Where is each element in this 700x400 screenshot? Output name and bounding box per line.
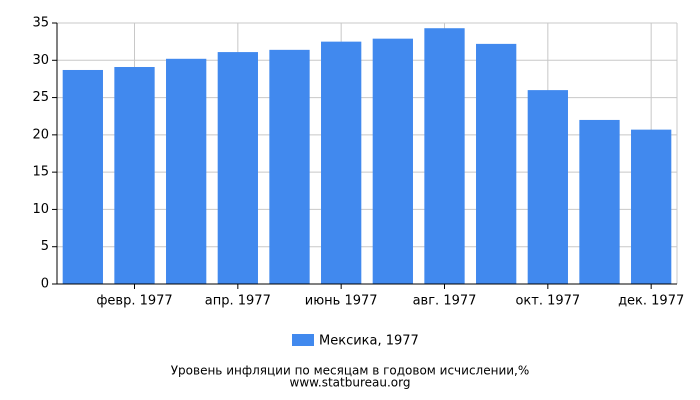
- x-tick-label: авг. 1977: [413, 294, 477, 309]
- bar: [372, 38, 413, 284]
- y-tick-label: 5: [41, 239, 49, 254]
- x-tick-label: окт. 1977: [515, 294, 580, 309]
- legend-swatch: [292, 334, 314, 346]
- caption: Уровень инфляции по месяцам в годовом ис…: [171, 364, 530, 378]
- x-tick-label: дек. 1977: [618, 294, 684, 309]
- bar: [114, 66, 155, 284]
- bar: [476, 43, 517, 284]
- bar: [527, 90, 568, 284]
- y-tick-label: 25: [32, 90, 49, 105]
- y-tick-label: 30: [32, 53, 49, 68]
- y-tick-label: 20: [32, 127, 49, 142]
- y-tick-label: 10: [32, 202, 49, 217]
- y-tick-label: 0: [41, 277, 49, 292]
- x-tick-label: июнь 1977: [305, 294, 378, 309]
- y-tick-label: 15: [32, 165, 49, 180]
- x-tick-label: апр. 1977: [205, 294, 271, 309]
- bar: [321, 41, 362, 285]
- bar: [62, 69, 103, 284]
- bar: [166, 58, 207, 285]
- bar: [217, 52, 258, 284]
- bar: [424, 28, 465, 284]
- bar: [269, 49, 310, 284]
- legend-label: Мексика, 1977: [319, 334, 419, 349]
- y-tick-label: 35: [32, 16, 49, 31]
- source: www.statbureau.org: [290, 376, 411, 390]
- x-tick-label: февр. 1977: [96, 294, 172, 309]
- bar: [579, 119, 620, 284]
- bar: [631, 129, 672, 284]
